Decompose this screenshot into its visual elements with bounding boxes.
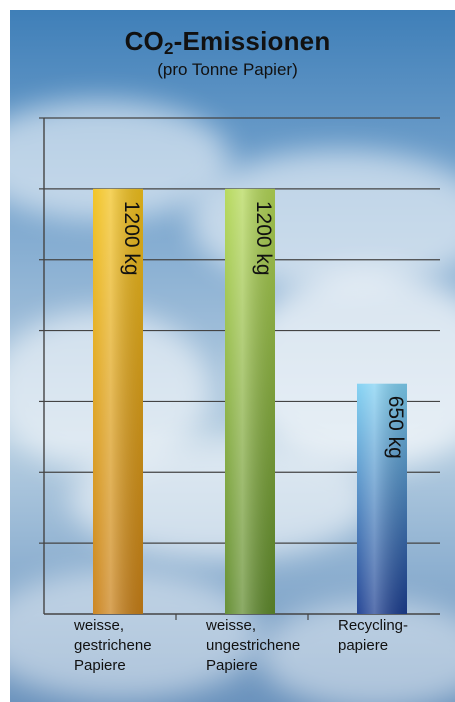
category-label-line: gestrichene — [74, 637, 152, 654]
value-label-2: 1200 kg — [252, 201, 275, 276]
chart-poster — [10, 10, 455, 702]
title-subscript: 2 — [163, 39, 174, 58]
category-label-line: Papiere — [206, 657, 258, 674]
value-label-3: 650 kg — [384, 396, 407, 459]
bar-shine — [225, 188, 275, 614]
cloud-decoration — [240, 270, 455, 470]
title-co: CO — [124, 26, 164, 56]
category-label-1: weisse, gestrichene Papiere — [74, 616, 152, 676]
category-label-line: weisse, — [206, 617, 257, 634]
chart-subtitle: (pro Tonne Papier) — [157, 60, 298, 79]
chart-title: CO2-Emissionen — [0, 26, 455, 59]
category-label-line: Recycling- — [338, 617, 409, 634]
bar-shine — [93, 188, 143, 614]
category-label-2: weisse, ungestrichene Papiere — [206, 616, 300, 676]
category-label-line: Papiere — [74, 657, 126, 674]
category-label-3: Recycling-papiere — [338, 616, 408, 656]
cloud-decoration — [260, 600, 455, 702]
bar-shine — [357, 383, 407, 614]
value-label-1: 1200 kg — [120, 201, 143, 276]
category-label-line: ungestrichene — [206, 637, 301, 654]
bars — [93, 188, 407, 614]
title-rest: -Emissionen — [173, 26, 331, 56]
category-label-line: papiere — [338, 637, 389, 654]
category-label-line: weisse, — [74, 617, 125, 634]
value-labels: 1200 kg 1200 kg 650 kg — [120, 201, 407, 459]
